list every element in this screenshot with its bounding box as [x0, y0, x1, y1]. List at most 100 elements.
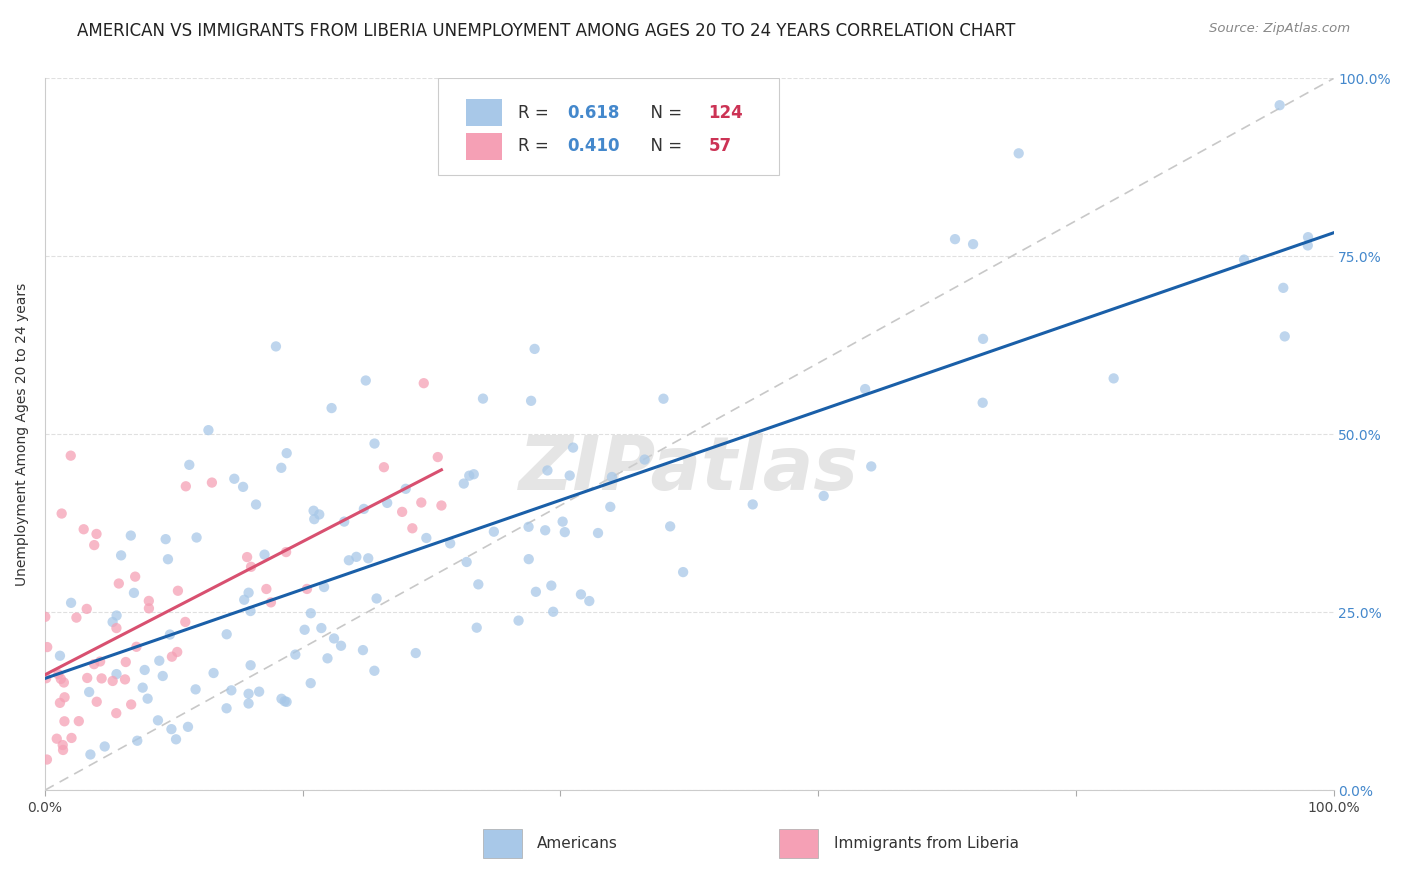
Text: 0.410: 0.410 [567, 137, 619, 155]
Point [430, 499, 453, 513]
Point [146, 714, 169, 728]
Point [152, 669, 174, 683]
Point [276, 446, 298, 460]
Point [357, 551, 380, 566]
Point [166, 645, 188, 659]
Point [344, 549, 367, 564]
Text: Immigrants from Liberia: Immigrants from Liberia [834, 836, 1018, 851]
Point [101, 673, 124, 688]
Point [853, 382, 876, 396]
Point [860, 459, 883, 474]
Point [34, 609, 56, 624]
Point [333, 515, 356, 529]
Point [517, 552, 540, 566]
Point [238, 687, 260, 701]
Point [239, 658, 262, 673]
Point [270, 460, 292, 475]
Point [136, 691, 159, 706]
Point [308, 508, 330, 522]
Point [353, 502, 375, 516]
Point [465, 621, 488, 635]
Point [299, 676, 322, 690]
Point [245, 498, 267, 512]
Point [330, 639, 353, 653]
Point [943, 232, 966, 246]
Point [202, 665, 225, 680]
Point [456, 555, 478, 569]
Point [1296, 230, 1319, 244]
Point [52, 743, 75, 757]
Point [240, 559, 263, 574]
Point [284, 648, 307, 662]
Point [426, 450, 449, 464]
Point [366, 591, 388, 606]
Point [541, 605, 564, 619]
Point [458, 468, 481, 483]
Text: N =: N = [640, 137, 688, 155]
Point [558, 468, 581, 483]
Point [439, 536, 461, 550]
Point [114, 673, 136, 687]
Point [197, 423, 219, 437]
Bar [467, 133, 502, 160]
Point [741, 497, 763, 511]
Point [134, 663, 156, 677]
Point [295, 582, 318, 596]
Point [1233, 252, 1256, 267]
Point [215, 701, 238, 715]
Point [83, 538, 105, 552]
Point [337, 553, 360, 567]
Point [1008, 146, 1031, 161]
Point [354, 374, 377, 388]
Point [363, 436, 385, 450]
Point [236, 550, 259, 565]
Text: Americans: Americans [537, 836, 619, 851]
Point [534, 523, 557, 537]
Point [972, 396, 994, 410]
Point [53, 690, 76, 705]
Point [652, 392, 675, 406]
Point [101, 615, 124, 629]
Point [79, 747, 101, 762]
Point [411, 495, 433, 509]
Point [105, 608, 128, 623]
Point [551, 515, 574, 529]
Point [391, 505, 413, 519]
Point [813, 489, 835, 503]
Point [77, 685, 100, 699]
Text: N =: N = [640, 103, 688, 121]
Point [524, 584, 547, 599]
Point [93, 739, 115, 754]
Point [472, 392, 495, 406]
Point [415, 531, 437, 545]
Text: 0.618: 0.618 [567, 103, 619, 121]
Point [540, 579, 562, 593]
Point [110, 549, 132, 563]
Point [536, 463, 558, 477]
Point [120, 528, 142, 542]
Point [215, 627, 238, 641]
Point [120, 698, 142, 712]
FancyBboxPatch shape [439, 78, 779, 175]
Text: AMERICAN VS IMMIGRANTS FROM LIBERIA UNEMPLOYMENT AMONG AGES 20 TO 24 YEARS CORRE: AMERICAN VS IMMIGRANTS FROM LIBERIA UNEM… [77, 22, 1015, 40]
Point [312, 580, 335, 594]
Point [562, 441, 585, 455]
Point [276, 695, 298, 709]
Point [260, 595, 283, 609]
Point [401, 521, 423, 535]
Point [45, 731, 67, 746]
Point [105, 621, 128, 635]
Point [174, 615, 197, 629]
Point [520, 393, 543, 408]
Point [46, 667, 69, 681]
Point [160, 722, 183, 736]
Point [52, 738, 75, 752]
Point [321, 401, 343, 415]
Point [238, 697, 260, 711]
Point [160, 649, 183, 664]
Point [60, 596, 83, 610]
Point [239, 604, 262, 618]
Point [49, 696, 72, 710]
Point [73, 522, 96, 536]
Point [138, 594, 160, 608]
